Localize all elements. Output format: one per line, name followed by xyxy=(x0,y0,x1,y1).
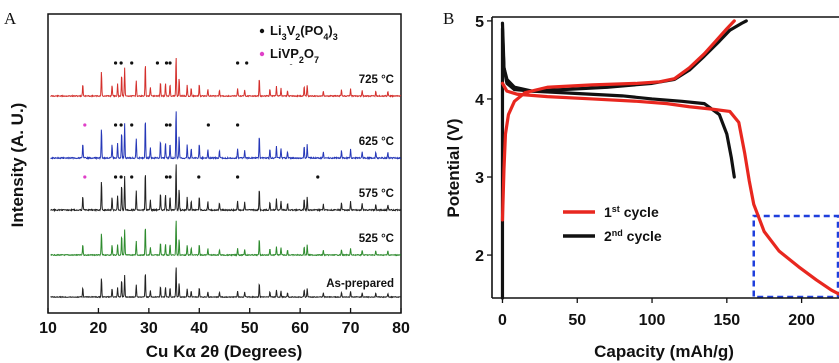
xrd-legend-label: Li3V2(PO4)3 xyxy=(270,23,338,42)
cd-x-tick-label: 100 xyxy=(639,312,666,329)
phase-marker xyxy=(119,175,123,179)
phase-marker xyxy=(113,175,118,179)
xrd-x-axis-title: Cu Kα 2θ (Degrees) xyxy=(146,342,303,361)
phase-marker xyxy=(130,61,134,65)
xrd-series-2 xyxy=(50,164,401,213)
cd-x-tick-label: 0 xyxy=(498,312,507,329)
cycle-legend-label: 1st cycle xyxy=(604,204,659,220)
cd-y-tick-label: 3 xyxy=(475,170,484,187)
xrd-x-tick-label: 30 xyxy=(140,320,158,337)
xrd-series-0 xyxy=(50,57,402,99)
xrd-series-1 xyxy=(50,111,401,161)
phase-marker xyxy=(113,61,118,65)
phase-marker xyxy=(130,123,134,127)
phase-marker xyxy=(236,61,240,65)
phase-marker xyxy=(113,123,118,127)
xrd-x-tick-label: 20 xyxy=(90,320,108,337)
xrd-series-4 xyxy=(50,267,401,299)
cycle-legend-label: 2nd cycle xyxy=(604,228,662,244)
phase-marker xyxy=(316,175,320,179)
xrd-series-label: As-prepared xyxy=(326,278,394,290)
cd-y-tick-label: 2 xyxy=(475,248,484,265)
cd-x-tick-label: 150 xyxy=(713,312,740,329)
xrd-series-label: 525 °C xyxy=(359,233,394,245)
xrd-x-tick-label: 50 xyxy=(241,320,259,337)
cycle-curve-discharge xyxy=(500,81,839,296)
cd-y-tick-label: 5 xyxy=(475,14,484,31)
xrd-legend-bg xyxy=(250,15,400,64)
panel-label-a: A xyxy=(4,9,17,28)
phase-marker xyxy=(236,123,240,127)
xrd-plot-frame xyxy=(47,13,402,314)
phase-marker xyxy=(164,123,169,127)
phase-marker xyxy=(155,61,160,65)
xrd-legend-label: LiVP2O7 xyxy=(270,46,319,65)
phase-marker xyxy=(119,123,123,127)
xrd-series-label: 625 °C xyxy=(359,136,394,148)
xrd-y-axis-title: Intensity (A. U.) xyxy=(8,103,27,228)
phase-marker xyxy=(119,61,123,65)
phase-marker xyxy=(236,175,240,179)
xrd-legend: Li3V2(PO4)3 LiVP2O7 xyxy=(250,15,400,65)
xrd-x-tick-label: 80 xyxy=(392,320,410,337)
cd-y-axis-title: Potential (V) xyxy=(444,118,463,217)
phase-marker xyxy=(83,123,87,127)
cycle-curve-discharge xyxy=(500,21,736,179)
xrd-chart: 725 °C 625 °C 575 °C 525 °C As-prepared 10 20… xyxy=(8,13,410,361)
phase-marker xyxy=(168,175,172,179)
panel-label-b: B xyxy=(443,9,454,28)
xrd-series-label: 725 °C xyxy=(359,74,394,86)
cd-x-tick-label: 200 xyxy=(788,312,815,329)
cycle-curve-charge xyxy=(500,19,748,300)
xrd-x-tick-label: 40 xyxy=(190,320,208,337)
cd-y-tick-label: 4 xyxy=(475,92,484,109)
xrd-series-3 xyxy=(50,220,402,257)
phase-marker xyxy=(168,61,172,65)
phase-marker xyxy=(245,61,249,65)
phase-marker xyxy=(206,123,210,127)
phase-marker xyxy=(197,175,201,179)
inset-region-box xyxy=(752,214,839,299)
phase-marker xyxy=(164,61,169,65)
cycle-legend: 1st cycle 2nd cycle xyxy=(563,204,662,244)
xrd-series-label: 575 °C xyxy=(359,188,394,200)
xrd-x-tick-label: 10 xyxy=(39,320,57,337)
xrd-x-tick-label: 60 xyxy=(291,320,309,337)
xrd-x-tick-label: 70 xyxy=(342,320,360,337)
cd-x-tick-label: 50 xyxy=(568,312,586,329)
cycle-curve-charge xyxy=(500,19,736,222)
phase-marker xyxy=(168,123,172,127)
phase-marker xyxy=(83,175,87,179)
phase-marker xyxy=(164,175,169,179)
xrd-legend-marker xyxy=(259,51,265,57)
xrd-legend-marker xyxy=(259,28,265,34)
charge-discharge-chart: 0 50 100 150 200 2 3 4 5 1st cycle 2nd cycle Capa… xyxy=(444,14,839,361)
cd-x-axis-title: Capacity (mAh/g) xyxy=(594,342,734,361)
phase-marker xyxy=(130,175,134,179)
